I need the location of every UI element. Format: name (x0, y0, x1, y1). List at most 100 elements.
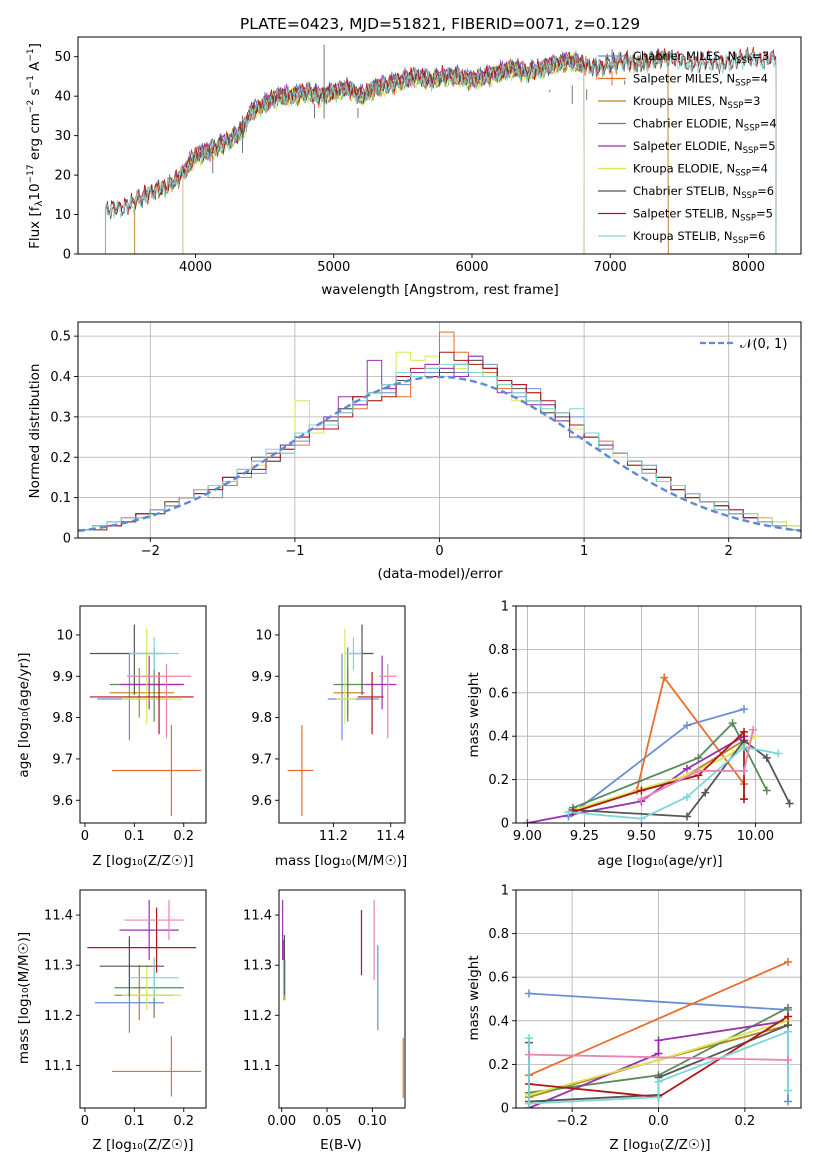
y-tick-label: 9.6 (52, 794, 73, 809)
series-point-marker (740, 743, 748, 752)
series-extra-pink (524, 1050, 793, 1065)
x-tick-label: 7000 (594, 260, 627, 275)
legend-label-text: Kroupa STELIB, N (633, 229, 733, 243)
plot-clip-group (105, 44, 777, 254)
spectrum-x-label: wavelength [Angstrom, rest frame] (321, 282, 559, 298)
series-point-marker (660, 673, 669, 682)
y-tick-label: 0.1 (50, 491, 71, 506)
x-tick-label: 10.00 (737, 829, 774, 844)
legend-label-suffix: =3 (743, 94, 760, 108)
y-tick-label: 50 (54, 50, 71, 65)
y-tick-label: 0 (63, 532, 71, 547)
series-line (528, 1053, 789, 1061)
y-tick-label: 0.2 (488, 773, 509, 788)
series-point-marker (694, 766, 703, 775)
legend-label-chabrier-elodie: Chabrier ELODIE, NSSP=4 (633, 117, 777, 134)
y-tick-label: 9.8 (251, 711, 272, 726)
y-tick-label: 0 (501, 1102, 509, 1117)
age-vs-mass-plot-area: 11.2 11.4 9.6 9.7 9.8 9.9 10 (251, 605, 406, 844)
y-tick-label: 1 (501, 600, 509, 615)
axes-frame (77, 36, 802, 255)
legend-label-text: Chabrier MILES, N (633, 49, 736, 63)
age-vs-metallicity-x-label: Z [log₁₀(Z/Z☉)] (92, 853, 193, 869)
massweight-vs-age-x-label: age [log₁₀(age/yr)] (597, 853, 722, 869)
legend-marker-salpeter-miles (605, 71, 619, 86)
errorbar-point-kroupa-stelib (344, 637, 363, 671)
gaussian-reference-curve (78, 375, 801, 533)
massweight-vs-age-y-label: mass weight (466, 672, 482, 757)
age-vs-metallicity-y-label: age [log₁₀(age/yr)] (16, 652, 32, 777)
legend-label-salpeter-stelib: Salpeter STELIB, NSSP=5 (633, 207, 773, 224)
legend-label-sub: SSP (736, 56, 752, 66)
y-tick-label: 11.2 (243, 1009, 272, 1024)
x-tick-label: 0.10 (358, 1114, 387, 1129)
legend-label-text: Chabrier STELIB, N (633, 184, 741, 198)
y-tick-label: 11.3 (44, 959, 73, 974)
legend-label-suffix: =5 (759, 139, 776, 153)
legend-label-sub: SSP (733, 236, 749, 246)
legend-label-kroupa-stelib: Kroupa STELIB, NSSP=6 (633, 229, 765, 246)
errorbar-point-chabrier-stelib (99, 936, 164, 997)
residual-plot-area: −2 −1 0 1 2 0 0.1 0.2 0.3 0.4 0.5 (50, 321, 802, 559)
mass-vs-metallicity-plot-area: 0 0.1 0.2 11.1 11.2 11.3 11.4 (44, 889, 207, 1129)
y-tick-label: 0 (501, 817, 509, 832)
y-tick-label: 0.4 (50, 370, 71, 385)
legend-label-text: Salpeter MILES, N (633, 72, 735, 86)
age-vs-metallicity-plot-area: 0 0.1 0.2 9.6 9.7 9.8 9.9 10 (52, 605, 207, 844)
massweight-vs-age-plot-area: 9.00 9.25 9.50 9.75 10.00 0 0.2 0.4 0.6 0.8 1 (488, 600, 802, 844)
y-tick-label: 9.9 (52, 670, 73, 685)
spectrum-model-chabrier-stelib (105, 47, 777, 254)
axes-frame (515, 605, 802, 824)
legend-label-text: Kroupa MILES, N (633, 94, 728, 108)
y-tick-label: 11.3 (243, 959, 272, 974)
axes-frame (278, 889, 406, 1109)
legend-label-suffix: =5 (756, 207, 773, 221)
legend-label-suffix: =6 (748, 229, 765, 243)
axes-frame (79, 605, 207, 824)
x-tick-label: 11.4 (376, 829, 405, 844)
series-point-marker (523, 819, 532, 823)
series-point-marker (524, 1050, 533, 1059)
x-tick-label: 0.0 (648, 1114, 669, 1129)
legend-label-sub: SSP (735, 79, 751, 89)
massweight-vs-age-panel: 9.00 9.25 9.50 9.75 10.00 0 0.2 0.4 0.6 0.8 1 age … (466, 600, 802, 869)
legend-label-sub: SSP (740, 214, 756, 224)
y-tick-label: 1 (501, 884, 509, 899)
y-tick-label: 0.6 (488, 971, 509, 986)
massweight-vs-metallicity-y-label: mass weight (466, 955, 482, 1040)
x-tick-label: 0.2 (173, 829, 194, 844)
x-tick-label: 0 (81, 1114, 89, 1129)
legend-label-suffix: =4 (751, 72, 768, 86)
series-point-marker (564, 808, 573, 817)
plot-clip-group (524, 957, 793, 1108)
residual-y-label: Normed distribution (27, 364, 43, 499)
y-tick-label: 0.3 (50, 410, 71, 425)
series-point-marker (524, 989, 533, 998)
legend-label-sub: SSP (735, 169, 751, 179)
y-tick-label: 9.7 (251, 752, 272, 767)
plot-clip-group (78, 331, 801, 533)
residual-x-label: (data-model)/error (377, 566, 503, 582)
x-tick-label: 0.2 (735, 1114, 756, 1129)
series-kroupa-stelib (564, 743, 783, 823)
legend-marker-chabrier-miles (605, 49, 619, 63)
legend-label-text: Kroupa ELODIE, N (633, 162, 735, 176)
y-tick-label: 9.9 (251, 670, 272, 685)
errorbar-point-chabrier-elodie (333, 647, 365, 722)
legend-label-salpeter-miles: Salpeter MILES, NSSP=4 (633, 72, 768, 89)
y-tick-label: 10 (255, 628, 272, 643)
x-tick-label: 0.00 (267, 1114, 296, 1129)
plot-clip-group (89, 624, 202, 816)
series-point-marker (683, 721, 691, 730)
errorbar-point-salpeter-elodie (364, 655, 397, 710)
y-tick-label: 0.4 (488, 1014, 509, 1029)
y-tick-label: 30 (54, 129, 71, 144)
errorbar-point-kroupa-stelib (129, 637, 179, 671)
histogram-kroupa-stelib (78, 363, 801, 531)
y-tick-label: 0.4 (488, 730, 509, 745)
y-tick-label: 11.1 (44, 1059, 73, 1074)
series-point-marker (694, 753, 703, 762)
massweight-vs-metallicity-x-label: Z [log₁₀(Z/Z☉)] (609, 1137, 710, 1153)
spectrum-plot-area: 4000 5000 6000 7000 8000 0 10 20 30 40 50 (54, 36, 802, 275)
